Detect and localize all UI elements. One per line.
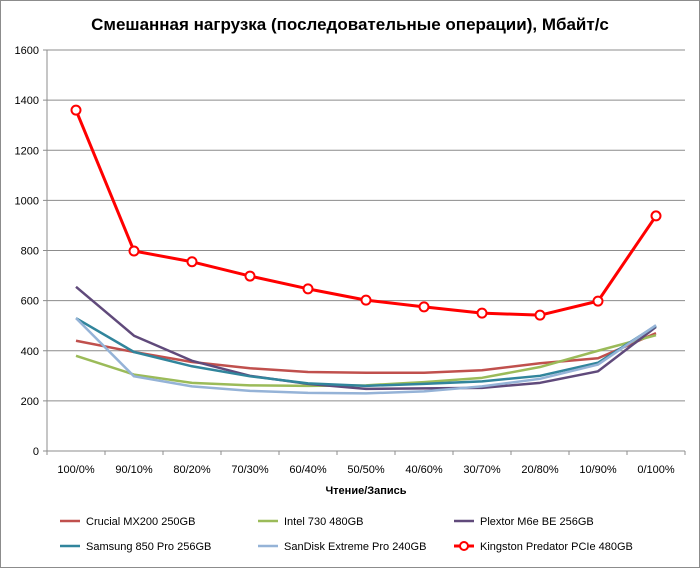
legend: Crucial MX200 250GB Intel 730 480GB Plexto… (60, 516, 633, 553)
x-tick-label: 100/0% (57, 464, 95, 476)
y-tick-label: 800 (21, 246, 39, 258)
legend-item: SanDisk Extreme Pro 240GB (258, 541, 426, 553)
series-line (74, 109, 658, 317)
series-0 (75, 332, 657, 375)
data-point (476, 307, 488, 319)
x-tick-label: 10/90% (579, 464, 617, 476)
x-tick-label: 70/30% (231, 464, 269, 476)
data-point (186, 256, 198, 268)
legend-item: Kingston Predator PCIe 480GB (454, 541, 633, 553)
chart-title: Смешанная нагрузка (последовательные опе… (91, 15, 609, 34)
data-point (244, 270, 256, 282)
gridlines (47, 49, 685, 402)
x-tick-label: 20/80% (521, 464, 559, 476)
series-2 (75, 285, 657, 391)
data-point (302, 283, 314, 295)
axes (43, 49, 686, 455)
series-5 (70, 104, 662, 321)
y-tick-label: 400 (21, 346, 39, 358)
legend-label: Kingston Predator PCIe 480GB (480, 541, 633, 553)
y-tick-label: 200 (21, 396, 39, 408)
x-tick-label: 40/60% (405, 464, 443, 476)
y-tick-label: 1400 (15, 95, 39, 107)
legend-item: Crucial MX200 250GB (60, 516, 195, 528)
legend-label: Samsung 850 Pro 256GB (86, 541, 211, 553)
x-tick-label: 80/20% (173, 464, 211, 476)
legend-item: Samsung 850 Pro 256GB (60, 541, 211, 553)
x-tick-label: 0/100% (637, 464, 675, 476)
x-tick-label: 50/50% (347, 464, 385, 476)
y-tick-label: 1000 (15, 195, 39, 207)
series-3 (75, 317, 657, 388)
series-line (75, 317, 657, 388)
legend-item: Intel 730 480GB (258, 516, 364, 528)
x-tick-label: 60/40% (289, 464, 327, 476)
legend-item: Plextor M6e BE 256GB (454, 516, 594, 528)
legend-label: Intel 730 480GB (284, 516, 364, 528)
legend-label: Crucial MX200 250GB (86, 516, 195, 528)
y-tick-label: 0 (33, 446, 39, 458)
x-axis-ticks: 100/0% 90/10% 80/20% 70/30% 60/40% 50/50% 40/6… (57, 464, 675, 476)
y-tick-label: 1600 (15, 45, 39, 57)
data-point (128, 245, 140, 257)
data-point (70, 104, 82, 116)
series-line (75, 285, 657, 391)
x-tick-label: 90/10% (115, 464, 153, 476)
data-point (360, 294, 372, 306)
y-tick-label: 600 (21, 296, 39, 308)
series-line (75, 317, 657, 395)
data-point (592, 295, 604, 307)
legend-label: Plextor M6e BE 256GB (480, 516, 594, 528)
legend-marker (459, 541, 469, 551)
y-tick-label: 1200 (15, 145, 39, 157)
data-point (650, 210, 662, 222)
data-point (418, 301, 430, 313)
legend-label: SanDisk Extreme Pro 240GB (284, 541, 426, 553)
data-point (534, 309, 546, 321)
series-line (75, 332, 657, 375)
y-axis-ticks: 0 200 400 600 800 1000 1200 1400 1600 (15, 45, 39, 458)
x-axis-label: Чтение/Запись (325, 485, 406, 497)
series-4 (75, 317, 657, 395)
x-tick-label: 30/70% (463, 464, 501, 476)
series-lines (70, 104, 662, 395)
